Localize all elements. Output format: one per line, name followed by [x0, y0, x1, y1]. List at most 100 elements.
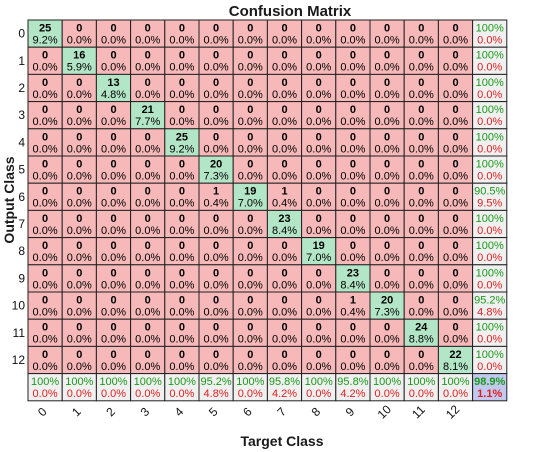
matrix-cell-percent: 0.0% — [135, 225, 160, 237]
matrix-cell — [266, 237, 303, 266]
matrix-cell-percent: 0.0% — [340, 225, 365, 237]
matrix-cell-value: 0 — [76, 240, 82, 252]
matrix-cell-value: 0 — [145, 159, 151, 171]
matrix-cell-percent: 0.0% — [443, 143, 468, 155]
x-tick-label: 0 — [35, 404, 50, 419]
matrix-cell-percent: 0.0% — [67, 116, 92, 128]
matrix-cell-percent: 0.0% — [443, 35, 468, 47]
matrix-cell-value: 0 — [418, 23, 424, 35]
column-summary-cell-percent: 0.0% — [169, 388, 194, 400]
matrix-cell-value: 1 — [213, 186, 219, 198]
matrix-cell-value: 0 — [452, 267, 458, 279]
row-summary-cell — [472, 237, 508, 266]
column-summary-cell-value: 100% — [31, 376, 59, 388]
matrix-cell-value: 24 — [415, 322, 428, 334]
matrix-cell-value: 23 — [347, 267, 359, 279]
matrix-cell — [198, 46, 234, 75]
column-summary-cell — [369, 373, 405, 402]
row-summary-cell-value: 100% — [476, 349, 504, 361]
matrix-cell-percent: 0.0% — [169, 198, 194, 210]
matrix-cell-percent: 0.0% — [101, 279, 126, 291]
row-summary-cell-value: 100% — [476, 267, 504, 279]
matrix-cell-percent: 0.0% — [409, 307, 434, 319]
matrix-cell-percent: 0.0% — [306, 361, 331, 373]
matrix-cell-value: 0 — [418, 213, 424, 225]
matrix-cell — [301, 291, 337, 320]
matrix-cell — [27, 73, 63, 103]
row-summary-cell-percent: 0.0% — [477, 35, 502, 47]
row-summary-cell-percent: 0.0% — [477, 361, 502, 373]
matrix-cell-percent: 0.0% — [272, 62, 297, 74]
matrix-cell-value: 0 — [110, 131, 116, 143]
matrix-cell-value: 0 — [384, 322, 390, 334]
matrix-cell — [27, 318, 63, 347]
matrix-cell-value: 1 — [350, 295, 356, 307]
matrix-cell-percent: 0.0% — [375, 361, 400, 373]
matrix-cell-value: 0 — [350, 349, 356, 361]
matrix-cell-value: 0 — [213, 50, 219, 62]
matrix-cell-percent: 0.0% — [169, 62, 194, 74]
column-summary-cell-percent: 0.0% — [67, 388, 92, 400]
matrix-cell-value: 0 — [42, 131, 48, 143]
matrix-cell-value: 0 — [281, 322, 287, 334]
matrix-cell-value: 0 — [316, 131, 322, 143]
matrix-cell-value: 0 — [110, 50, 116, 62]
matrix-cell-value: 0 — [110, 240, 116, 252]
matrix-cell-percent: 0.0% — [306, 225, 331, 237]
matrix-cell — [301, 155, 337, 184]
matrix-cell-percent: 0.0% — [238, 171, 263, 183]
matrix-cell-percent: 0.0% — [238, 116, 263, 128]
matrix-cell-percent: 0.0% — [67, 334, 92, 346]
x-tick-label: 3 — [138, 404, 153, 419]
matrix-cell-value: 0 — [42, 159, 48, 171]
matrix-cell-percent: 0.0% — [272, 89, 297, 101]
matrix-cell — [437, 46, 474, 75]
matrix-cell — [198, 101, 234, 130]
matrix-cells: 259.2%00.0%00.0%00.0%00.0%00.0%00.0%00.0… — [27, 19, 508, 402]
matrix-cell — [437, 264, 474, 293]
column-summary-cell-percent: 0.0% — [135, 388, 160, 400]
matrix-cell-percent: 0.0% — [409, 116, 434, 128]
overall-accuracy-cell — [472, 373, 508, 402]
matrix-cell-value: 0 — [145, 50, 151, 62]
x-tick-label: 5 — [206, 404, 221, 419]
matrix-cell-value: 0 — [76, 131, 82, 143]
matrix-cell-percent: 0.0% — [306, 171, 331, 183]
matrix-cell — [266, 101, 303, 130]
matrix-cell-value: 0 — [76, 159, 82, 171]
matrix-cell-percent: 0.0% — [443, 252, 468, 264]
matrix-cell-value: 0 — [179, 159, 185, 171]
matrix-cell-value: 0 — [316, 104, 322, 116]
matrix-cell-percent: 0.0% — [33, 252, 58, 264]
matrix-cell-value: 0 — [247, 213, 253, 225]
matrix-cell-percent: 0.0% — [101, 361, 126, 373]
matrix-cell-percent: 0.0% — [67, 279, 92, 291]
x-axis-label: Target Class — [241, 433, 324, 449]
y-axis-label: Output Class — [1, 156, 17, 243]
matrix-cell — [369, 101, 405, 130]
matrix-cell-percent: 0.0% — [135, 334, 160, 346]
matrix-cell-value: 0 — [179, 104, 185, 116]
matrix-cell-percent: 0.0% — [340, 361, 365, 373]
matrix-cell-value: 0 — [384, 50, 390, 62]
matrix-cell-value: 0 — [213, 131, 219, 143]
matrix-cell-percent: 0.0% — [340, 198, 365, 210]
row-summary-cell-percent: 9.5% — [477, 198, 502, 210]
row-summary-cell — [472, 128, 508, 157]
matrix-cell-value: 19 — [313, 240, 325, 252]
matrix-cell-value: 0 — [42, 77, 48, 89]
matrix-cell-percent: 0.0% — [33, 334, 58, 346]
matrix-cell — [95, 155, 132, 184]
matrix-cell-percent: 0.0% — [101, 307, 126, 319]
matrix-cell-value: 0 — [76, 213, 82, 225]
matrix-cell-percent: 0.0% — [272, 171, 297, 183]
matrix-cell-value: 0 — [110, 23, 116, 35]
matrix-cell-value: 0 — [384, 104, 390, 116]
matrix-cell-value: 0 — [418, 267, 424, 279]
matrix-cell — [27, 182, 63, 211]
matrix-cell-percent: 0.0% — [135, 279, 160, 291]
matrix-cell-value: 0 — [418, 50, 424, 62]
x-tick-label: 6 — [240, 404, 255, 419]
matrix-cell — [335, 209, 371, 239]
matrix-cell-value: 0 — [145, 322, 151, 334]
